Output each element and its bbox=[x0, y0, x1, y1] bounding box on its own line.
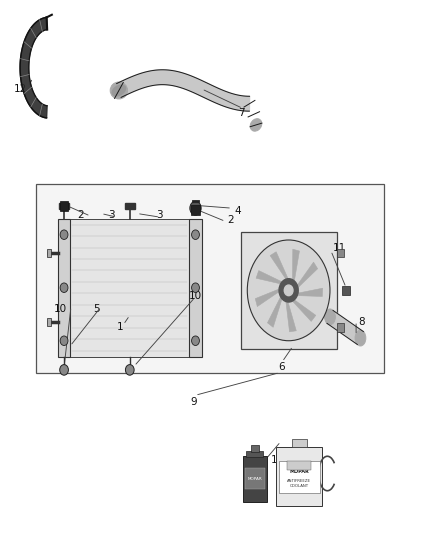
Polygon shape bbox=[256, 271, 286, 285]
Text: 11: 11 bbox=[333, 243, 346, 253]
Polygon shape bbox=[290, 297, 316, 321]
Circle shape bbox=[60, 365, 68, 375]
Circle shape bbox=[279, 279, 298, 302]
Text: 2: 2 bbox=[228, 215, 234, 225]
Bar bbox=[247, 451, 263, 457]
Bar bbox=[287, 461, 311, 470]
Circle shape bbox=[191, 336, 199, 345]
Bar bbox=[292, 439, 307, 447]
Bar bbox=[279, 461, 320, 493]
Bar bbox=[47, 318, 51, 326]
Bar bbox=[58, 219, 70, 357]
Text: 5: 5 bbox=[93, 304, 99, 314]
Bar bbox=[191, 205, 200, 215]
Bar bbox=[70, 219, 189, 357]
Polygon shape bbox=[286, 297, 296, 332]
Text: 12: 12 bbox=[14, 84, 27, 94]
Ellipse shape bbox=[355, 330, 366, 346]
Polygon shape bbox=[255, 288, 283, 306]
Text: 10: 10 bbox=[188, 290, 201, 301]
Bar bbox=[60, 201, 68, 211]
Polygon shape bbox=[268, 293, 283, 327]
Text: MOPAR: MOPAR bbox=[247, 477, 262, 481]
Text: 9: 9 bbox=[191, 397, 198, 407]
Circle shape bbox=[191, 230, 199, 239]
Text: 6: 6 bbox=[278, 362, 284, 372]
Polygon shape bbox=[293, 249, 300, 285]
Polygon shape bbox=[295, 262, 318, 290]
Polygon shape bbox=[20, 18, 47, 118]
Text: 1: 1 bbox=[117, 322, 124, 333]
Bar bbox=[59, 203, 69, 209]
Bar bbox=[47, 249, 51, 257]
Circle shape bbox=[284, 285, 293, 296]
Circle shape bbox=[60, 336, 68, 345]
Text: 7: 7 bbox=[239, 108, 245, 118]
Bar bbox=[243, 456, 267, 503]
Circle shape bbox=[191, 283, 199, 293]
Bar bbox=[124, 203, 135, 209]
Text: 14: 14 bbox=[270, 455, 284, 465]
Bar bbox=[36, 184, 385, 373]
Bar bbox=[251, 445, 259, 452]
Text: 3: 3 bbox=[108, 209, 115, 220]
Text: 10: 10 bbox=[53, 304, 67, 314]
Circle shape bbox=[190, 201, 201, 215]
Bar bbox=[189, 219, 201, 357]
Circle shape bbox=[60, 283, 68, 293]
Polygon shape bbox=[117, 70, 250, 111]
Text: 3: 3 bbox=[156, 209, 162, 220]
Text: 2: 2 bbox=[78, 209, 84, 220]
Polygon shape bbox=[270, 252, 290, 282]
Bar bbox=[342, 286, 350, 295]
Polygon shape bbox=[293, 288, 323, 296]
Circle shape bbox=[125, 365, 134, 375]
Text: ANTIFREEZE
COOLANT: ANTIFREEZE COOLANT bbox=[287, 480, 311, 488]
Circle shape bbox=[60, 230, 68, 239]
Bar bbox=[245, 468, 265, 489]
Text: 4: 4 bbox=[234, 206, 241, 216]
Circle shape bbox=[247, 240, 330, 341]
Bar bbox=[336, 323, 344, 332]
Ellipse shape bbox=[110, 82, 127, 99]
Ellipse shape bbox=[250, 119, 262, 131]
Bar bbox=[336, 249, 344, 257]
Ellipse shape bbox=[325, 309, 336, 325]
Bar bbox=[276, 447, 322, 506]
Polygon shape bbox=[327, 310, 364, 344]
Ellipse shape bbox=[112, 85, 126, 96]
Bar bbox=[241, 232, 336, 349]
Text: MOPAR: MOPAR bbox=[290, 469, 309, 474]
Text: 8: 8 bbox=[358, 317, 365, 327]
